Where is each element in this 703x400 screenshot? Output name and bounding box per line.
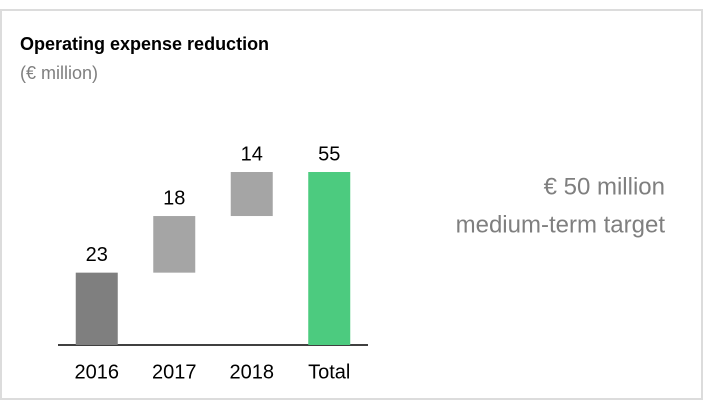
data-label: 55 <box>318 143 340 165</box>
bar <box>308 172 351 345</box>
frame <box>0 9 703 400</box>
bar <box>153 216 196 273</box>
x-tick-label: Total <box>308 361 350 383</box>
x-tick-label: 2016 <box>75 361 120 383</box>
data-label: 23 <box>86 244 108 266</box>
data-label: 14 <box>241 143 263 165</box>
x-tick-label: 2017 <box>152 361 197 383</box>
bar <box>75 272 118 345</box>
x-tick-label: 2018 <box>230 361 275 383</box>
chart-subtitle: (€ million) <box>20 63 98 83</box>
chart-title: Operating expense reduction <box>20 34 269 54</box>
annotation: medium-term target <box>456 211 666 238</box>
bar <box>230 172 273 217</box>
annotation: € 50 million <box>544 173 665 200</box>
data-label: 18 <box>163 187 185 209</box>
